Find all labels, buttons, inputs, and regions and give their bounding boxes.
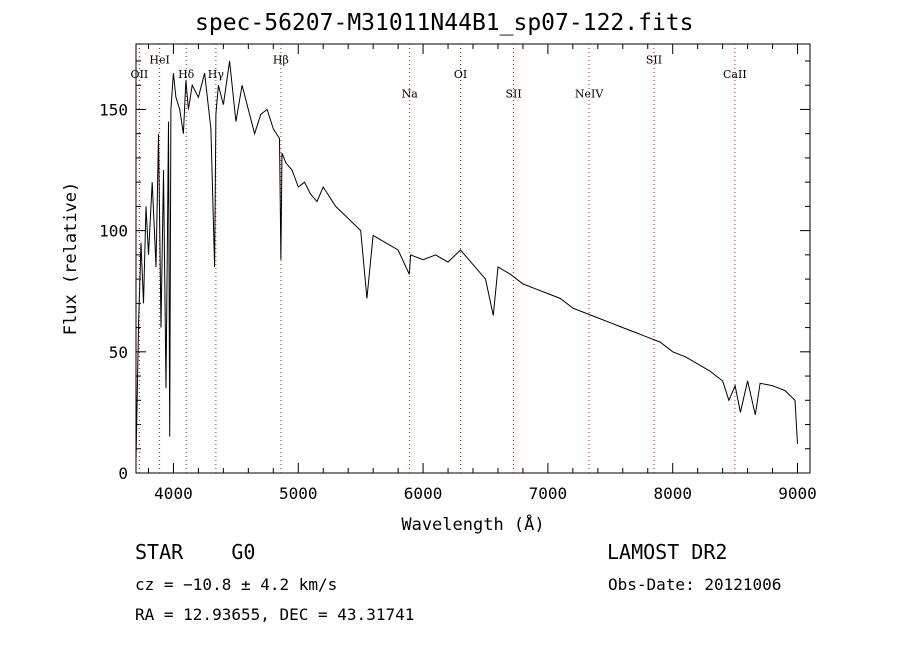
- line-marker-label: OI: [454, 68, 467, 81]
- axis-labels: 4000 5000 6000 7000 8000 9000 0 50 100 150 Wavelen…: [61, 100, 817, 535]
- line-marker-label: CaII: [723, 68, 747, 81]
- line-marker-label: Hγ: [208, 68, 225, 81]
- obs-date: Obs-Date: 20121006: [608, 575, 782, 594]
- x-tick-label: 9000: [778, 484, 817, 503]
- coordinates-text: RA = 12.93655, DEC = 43.31741: [135, 605, 415, 624]
- line-marker-label: Hδ: [178, 68, 195, 81]
- x-tick-label: 8000: [653, 484, 692, 503]
- axes: [135, 43, 811, 474]
- line-marker-label: NeIV: [575, 87, 604, 100]
- y-axis-label: Flux (relative): [61, 182, 81, 336]
- x-tick-label: 7000: [529, 484, 568, 503]
- object-classification: STAR G0: [135, 540, 255, 564]
- y-tick-label: 100: [99, 222, 128, 241]
- object-subclass: G0: [231, 540, 256, 564]
- spectrum-line: [136, 60, 798, 461]
- line-marker-label: Hβ: [273, 53, 289, 66]
- line-marker-label: HeI: [149, 53, 169, 66]
- line-marker-label: Na: [402, 87, 419, 100]
- spectrum-series: [136, 60, 798, 461]
- y-tick-label: 150: [99, 100, 128, 119]
- x-axis-label: Wavelength (Å): [401, 513, 544, 535]
- line-marker-label: OII: [131, 68, 149, 81]
- redshift-text: cz = −10.8 ± 4.2 km/s: [135, 575, 338, 594]
- x-tick-label: 4000: [154, 484, 193, 503]
- y-tick-label: 0: [118, 464, 128, 483]
- object-class: STAR: [135, 540, 184, 564]
- line-marker-label: SII: [646, 53, 662, 66]
- survey-name: LAMOST DR2: [607, 540, 728, 564]
- line-marker-label: SII: [505, 87, 521, 100]
- x-tick-label: 6000: [404, 484, 443, 503]
- y-tick-label: 50: [109, 343, 128, 362]
- x-tick-label: 5000: [279, 484, 318, 503]
- plot-frame: [135, 43, 811, 474]
- chart-title: spec-56207-M31011N44B1_sp07-122.fits: [195, 10, 694, 36]
